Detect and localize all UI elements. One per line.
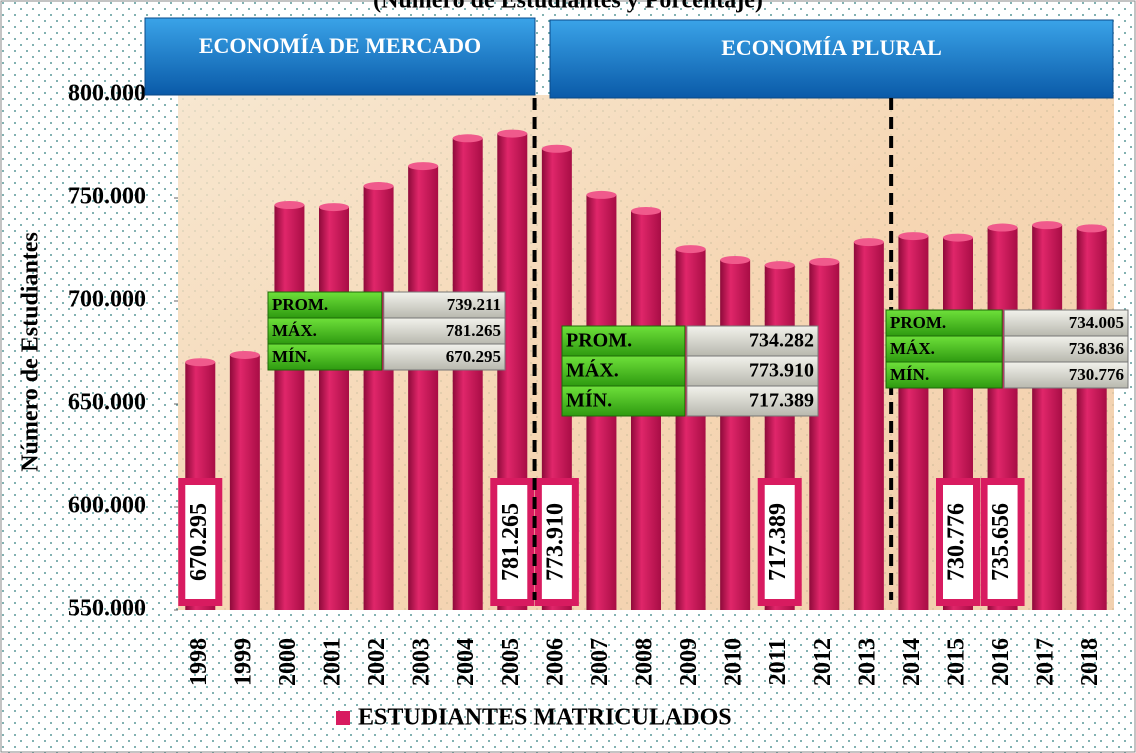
period-label: ECONOMÍA PLURAL <box>721 35 942 60</box>
stat-value: 717.389 <box>749 390 814 412</box>
x-tick-label: 2009 <box>676 638 702 686</box>
value-label: 773.910 <box>542 503 568 581</box>
stat-value: 734.282 <box>749 330 814 352</box>
y-tick-label: 750.000 <box>68 184 146 210</box>
bar-top <box>408 162 438 170</box>
stat-value: 736.836 <box>1069 339 1124 358</box>
bar-top <box>854 238 884 246</box>
x-tick-label: 2011 <box>765 639 791 686</box>
stat-value: 773.910 <box>749 360 814 382</box>
y-tick-label: 650.000 <box>68 390 146 416</box>
bar-top <box>988 224 1018 232</box>
legend-swatch <box>336 711 350 725</box>
bar-top <box>898 232 928 240</box>
chart: (Número de Estudiantes y Porcentaje) Núm… <box>0 0 1136 753</box>
bar-top <box>765 261 795 269</box>
bar <box>1032 225 1062 610</box>
stat-label: MÁX. <box>566 359 619 382</box>
value-label: 717.389 <box>765 503 791 581</box>
bar-top <box>319 203 349 211</box>
x-tick-label: 2012 <box>810 638 836 686</box>
x-tick-label: 2013 <box>854 638 880 686</box>
bar <box>230 355 260 610</box>
stat-label: MÍN. <box>272 347 311 366</box>
stat-label: PROM. <box>890 313 946 332</box>
legend-label: ESTUDIANTES MATRICULADOS <box>358 705 732 731</box>
bar <box>274 205 304 610</box>
chart-title: (Número de Estudiantes y Porcentaje) <box>373 0 763 14</box>
bar-top <box>497 130 527 138</box>
bar-top <box>943 234 973 242</box>
bar <box>898 236 928 610</box>
bar-top <box>542 145 572 153</box>
value-label: 781.265 <box>498 503 524 581</box>
y-tick-label: 700.000 <box>68 287 146 313</box>
y-tick-label: 550.000 <box>68 596 146 622</box>
stat-label: PROM. <box>566 330 632 352</box>
stat-value: 670.295 <box>446 347 501 366</box>
bar-top <box>1077 224 1107 232</box>
bar-top <box>720 256 750 264</box>
bar-top <box>453 134 483 142</box>
x-tick-label: 2008 <box>632 638 658 686</box>
bar <box>319 207 349 610</box>
x-tick-label: 1998 <box>186 638 212 686</box>
bar <box>809 262 839 610</box>
bar-top <box>274 201 304 209</box>
bar-top <box>185 358 215 366</box>
bar-top <box>1032 221 1062 229</box>
x-tick-label: 2003 <box>409 638 435 686</box>
x-tick-label: 2018 <box>1077 638 1103 686</box>
x-tick-label: 2000 <box>275 638 301 686</box>
y-axis-label: Número de Estudiantes <box>18 232 44 472</box>
x-tick-label: 2017 <box>1033 638 1059 686</box>
x-tick-label: 2004 <box>453 638 479 686</box>
value-label: 670.295 <box>186 503 212 581</box>
x-tick-label: 1999 <box>230 638 256 686</box>
bar <box>364 186 394 610</box>
bar-top <box>230 351 260 359</box>
x-tick-label: 2010 <box>721 638 747 686</box>
y-tick-label: 600.000 <box>68 493 146 519</box>
bar-top <box>676 245 706 253</box>
bar-top <box>586 191 616 199</box>
stat-label: PROM. <box>272 295 328 314</box>
stat-value: 730.776 <box>1069 365 1124 384</box>
x-tick-label: 2001 <box>320 638 346 686</box>
bar <box>854 242 884 610</box>
stat-label: MÍN. <box>566 389 612 412</box>
stat-value: 781.265 <box>446 321 501 340</box>
stat-label: MÁX. <box>890 339 935 358</box>
x-tick-label: 2006 <box>542 638 568 686</box>
bar-top <box>809 258 839 266</box>
x-tick-label: 2016 <box>988 638 1014 686</box>
bar <box>720 260 750 610</box>
stat-label: MÍN. <box>890 365 929 384</box>
x-tick-label: 2014 <box>899 638 925 686</box>
stat-value: 734.005 <box>1069 313 1124 332</box>
bar <box>676 249 706 610</box>
x-tick-label: 2005 <box>498 638 524 686</box>
x-tick-label: 2002 <box>364 638 390 686</box>
value-label: 730.776 <box>944 503 970 581</box>
bar-top <box>364 182 394 190</box>
value-label: 735.656 <box>988 503 1014 581</box>
period-label: ECONOMÍA DE MERCADO <box>199 33 481 58</box>
stat-value: 739.211 <box>447 295 501 314</box>
y-tick-label: 800.000 <box>68 81 146 107</box>
x-tick-label: 2015 <box>944 638 970 686</box>
bar <box>408 166 438 610</box>
bar <box>1077 228 1107 610</box>
stat-label: MÁX. <box>272 321 317 340</box>
x-tick-label: 2007 <box>587 638 613 686</box>
bar <box>453 138 483 610</box>
bar-top <box>631 207 661 215</box>
